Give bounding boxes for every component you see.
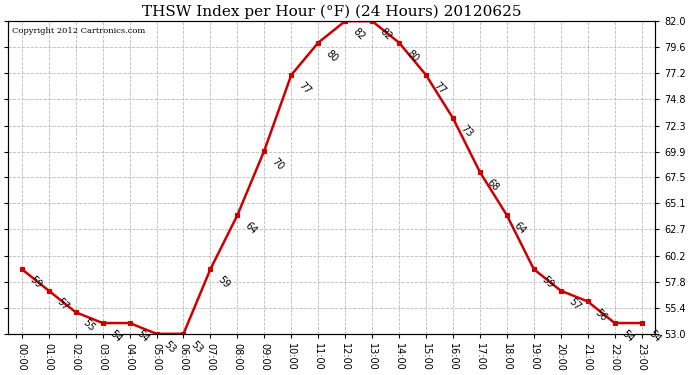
Text: 59: 59 bbox=[216, 274, 232, 291]
Text: 53: 53 bbox=[162, 339, 178, 355]
Text: 64: 64 bbox=[243, 221, 259, 237]
Text: 59: 59 bbox=[540, 274, 555, 291]
Text: 53: 53 bbox=[189, 339, 205, 355]
Text: 55: 55 bbox=[81, 318, 97, 334]
Text: 54: 54 bbox=[135, 328, 151, 344]
Text: 64: 64 bbox=[513, 221, 528, 237]
Text: 54: 54 bbox=[108, 328, 124, 344]
Text: 57: 57 bbox=[55, 296, 70, 312]
Text: 54: 54 bbox=[647, 328, 663, 344]
Title: THSW Index per Hour (°F) (24 Hours) 20120625: THSW Index per Hour (°F) (24 Hours) 2012… bbox=[142, 4, 522, 18]
Text: Copyright 2012 Cartronics.com: Copyright 2012 Cartronics.com bbox=[12, 27, 145, 35]
Text: 59: 59 bbox=[28, 274, 43, 291]
Text: 80: 80 bbox=[324, 48, 339, 64]
Text: 54: 54 bbox=[620, 328, 636, 344]
Text: 56: 56 bbox=[593, 307, 609, 323]
Text: 80: 80 bbox=[404, 48, 420, 64]
Text: 73: 73 bbox=[459, 124, 474, 140]
Text: 68: 68 bbox=[486, 178, 501, 194]
Text: 77: 77 bbox=[431, 81, 448, 96]
Text: 57: 57 bbox=[566, 296, 582, 312]
Text: 70: 70 bbox=[270, 156, 286, 172]
Text: 82: 82 bbox=[377, 27, 393, 42]
Text: 82: 82 bbox=[351, 27, 366, 42]
Text: 77: 77 bbox=[297, 81, 313, 96]
